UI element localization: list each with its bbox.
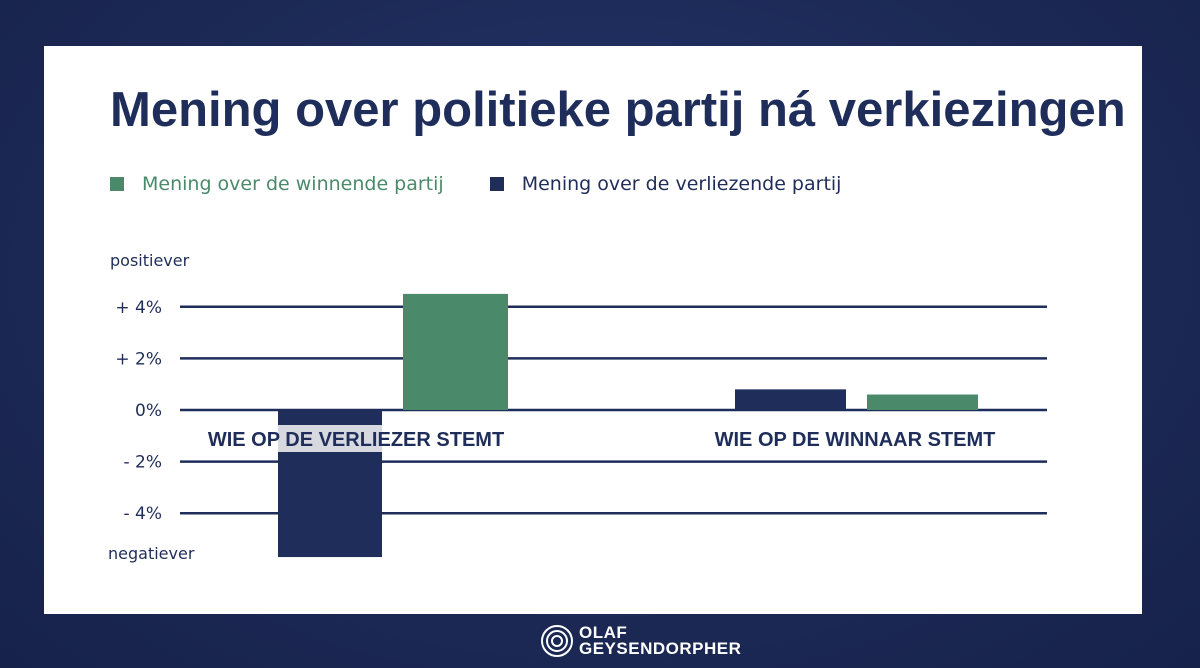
brand-line-2: GEYSENDORPHER bbox=[579, 639, 742, 658]
category-label: WIE OP DE WINNAAR STEMT bbox=[715, 429, 996, 451]
brand-line-1: OLAF bbox=[579, 623, 628, 642]
bar-winner-0 bbox=[403, 293, 508, 410]
brand-name: OLAF GEYSENDORPHER bbox=[579, 623, 742, 658]
category-label-highlight bbox=[278, 425, 382, 452]
legend: Mening over de winnende partij Mening ov… bbox=[110, 170, 887, 198]
chart-title: Mening over politieke partij ná verkiezi… bbox=[110, 83, 1126, 137]
y-tick-label: + 4% bbox=[115, 298, 162, 318]
y-tick-label: - 4% bbox=[123, 504, 162, 524]
legend-item-winner: Mening over de winnende partij bbox=[110, 173, 444, 195]
legend-swatch-winner bbox=[110, 177, 124, 191]
axis-annotation-bottom: negatiever bbox=[108, 544, 195, 563]
bar-chart: positiever negatiever + 4% + 2% 0% - 2% - 4%… bbox=[108, 251, 1047, 563]
chart-card: Mening over politieke partij ná verkiezi… bbox=[44, 46, 1142, 614]
legend-label-loser: Mening over de verliezende partij bbox=[521, 173, 842, 195]
y-tick-label: - 2% bbox=[123, 453, 162, 473]
axis-annotation-top: positiever bbox=[110, 251, 190, 270]
category-label: WIE OP DE VERLIEZER STEMT bbox=[208, 429, 504, 451]
legend-item-loser: Mening over de verliezende partij bbox=[489, 173, 842, 195]
legend-swatch-loser bbox=[489, 177, 504, 191]
y-tick-label: 0% bbox=[135, 401, 162, 421]
y-tick-label: + 2% bbox=[115, 349, 162, 369]
footer-brand: OLAF GEYSENDORPHER bbox=[539, 621, 741, 661]
bar-winner-1 bbox=[867, 394, 978, 410]
brand-logo-icon bbox=[541, 625, 573, 657]
bar-loser-1 bbox=[735, 389, 846, 410]
legend-label-winner: Mening over de winnende partij bbox=[142, 173, 444, 195]
